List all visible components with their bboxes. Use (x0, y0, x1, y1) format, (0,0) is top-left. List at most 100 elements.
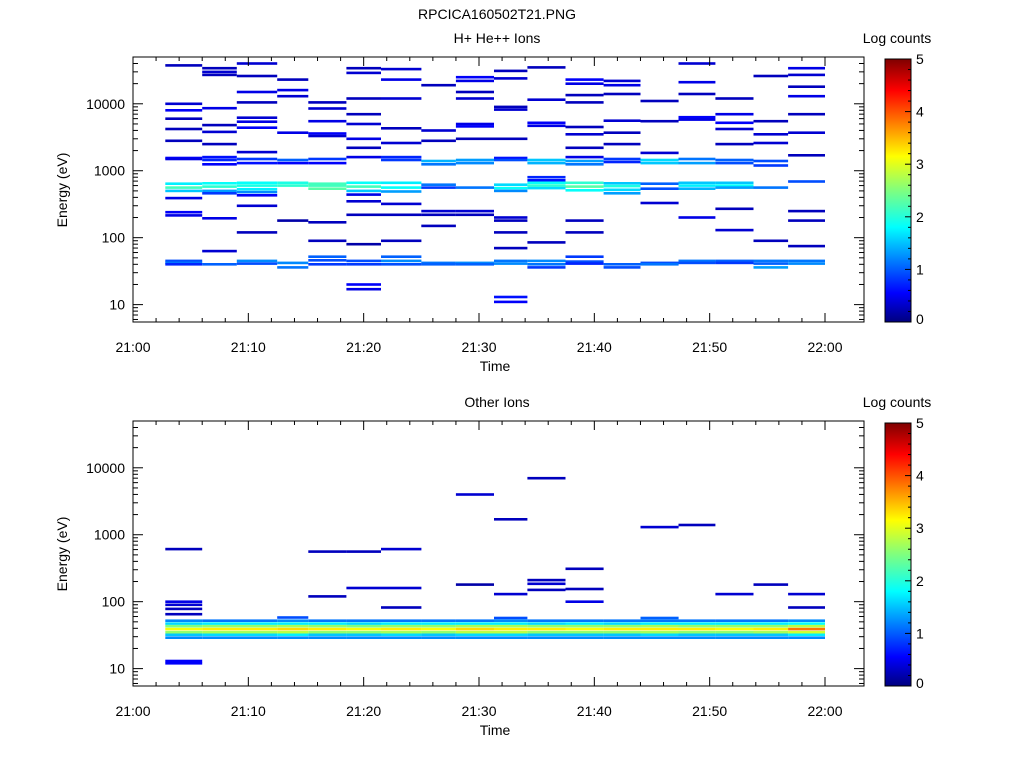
heatmap-cell (788, 85, 825, 88)
heatmap-cell (565, 622, 604, 625)
heatmap-cell (753, 633, 789, 637)
heatmap-cell (715, 186, 754, 189)
colorbar-tick-label: 2 (916, 573, 924, 589)
heatmap-cell (202, 123, 237, 127)
heatmap-cell (236, 74, 278, 78)
heatmap-cell (165, 547, 203, 551)
heatmap-cell (308, 101, 347, 104)
heatmap-cell (715, 622, 754, 625)
heatmap-cell (165, 612, 203, 616)
heatmap-cell (346, 146, 381, 150)
heatmap-cell (346, 71, 381, 75)
colorbar-tick-label: 1 (916, 625, 924, 641)
heatmap-cell (165, 186, 203, 189)
colorbar (884, 422, 912, 687)
heatmap-cell (346, 624, 381, 628)
heatmap-cell (753, 630, 789, 634)
heatmap-cell (603, 636, 641, 639)
heatmap-cell (236, 231, 278, 234)
heatmap-cell (527, 627, 566, 631)
heatmap-cell (788, 219, 825, 222)
heatmap-cell (455, 263, 494, 266)
heatmap-cell (640, 627, 679, 631)
y-axis: 10 100 1000 10000 (86, 56, 864, 320)
heatmap-cell (715, 112, 754, 116)
heatmap-cell (381, 67, 422, 71)
heatmap-cell (421, 183, 456, 186)
heatmap-cell (202, 66, 237, 70)
heatmap-cell (753, 624, 789, 628)
heatmap-cell (165, 127, 203, 131)
heatmap-cell (788, 112, 825, 116)
heatmap-cell (308, 259, 347, 262)
heatmap-cell (202, 70, 237, 74)
heatmap-cell (565, 133, 604, 136)
heatmap-cell (346, 633, 381, 637)
heatmap-cell (455, 636, 494, 639)
heatmap-cell (640, 622, 679, 625)
heatmap-cell (753, 262, 789, 265)
heatmap-cell (165, 619, 203, 622)
heatmap-cell (603, 160, 641, 164)
heatmap-cell (202, 189, 237, 193)
heatmap-cell (236, 259, 278, 263)
heatmap-cell (715, 207, 754, 211)
heatmap-cell (565, 260, 604, 263)
heatmap-cell (494, 622, 528, 625)
heatmap-cell (308, 161, 347, 165)
heatmap-cell (277, 266, 309, 269)
heatmap-cell (715, 97, 754, 100)
heatmap-cell (565, 630, 604, 634)
heatmap-cell (603, 263, 641, 266)
heatmap-cell (640, 624, 679, 628)
heatmap-cell (565, 159, 604, 163)
heatmap-cell (527, 263, 566, 266)
heatmap-cell (381, 547, 422, 551)
heatmap-cell (277, 627, 309, 631)
x-tick-label: 21:20 (346, 339, 381, 355)
heatmap-cell (640, 201, 679, 205)
heatmap-cell (277, 181, 309, 185)
heatmap-cell (603, 119, 641, 122)
heatmap-cell (788, 209, 825, 213)
heatmap-cell (308, 624, 347, 628)
heatmap-cell (381, 78, 422, 81)
heatmap-cell (421, 261, 456, 265)
heatmap-cell (202, 182, 237, 185)
heatmap-cell (527, 66, 566, 69)
heatmap-cell (565, 146, 604, 150)
heatmap-cell (788, 633, 825, 637)
x-tick-label: 22:00 (807, 703, 842, 719)
heatmap-cell (236, 90, 278, 94)
plot-frame (132, 56, 865, 323)
heatmap-cell (165, 64, 203, 67)
heatmap-cell (308, 630, 347, 634)
heatmap-cell (346, 193, 381, 196)
colorbar-tick-label: 5 (916, 415, 924, 431)
heatmap-cell (165, 607, 203, 611)
heatmap-cell (381, 633, 422, 637)
heatmap-cell (494, 624, 528, 628)
x-tick-label: 21:30 (461, 339, 496, 355)
heatmap-cell (494, 616, 528, 620)
heatmap-cell (603, 182, 641, 185)
heatmap-cell (455, 493, 494, 496)
heatmap-cell (494, 137, 528, 141)
heatmap-cell (753, 619, 789, 622)
heatmap-cell (455, 630, 494, 634)
heatmap-cell (494, 633, 528, 637)
heatmap-cell (346, 181, 381, 185)
x-tick-label: 21:00 (115, 703, 150, 719)
heatmap-cell (603, 624, 641, 628)
heatmap-cell (678, 62, 716, 65)
heatmap-cell (346, 627, 381, 631)
heatmap-cell (715, 259, 754, 263)
figure-title: RPCICA160502T21.PNG (418, 6, 576, 22)
heatmap-cell (455, 122, 494, 126)
heatmap-cell (381, 630, 422, 634)
heatmap-cell (346, 97, 381, 100)
heatmap-cell (494, 300, 528, 304)
heatmap-cell (753, 164, 789, 167)
heatmap-cell (494, 231, 528, 234)
